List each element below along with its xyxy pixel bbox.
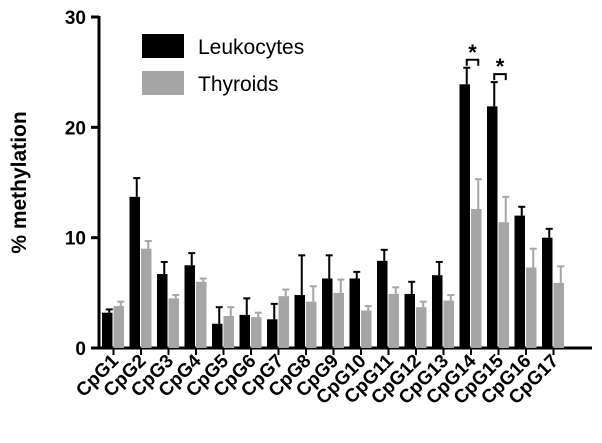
bar-thyroids-cpg17 — [553, 282, 564, 348]
bar-thyroids-cpg6 — [251, 317, 262, 348]
bar-leukocytes-cpg8 — [294, 295, 305, 348]
bar-thyroids-cpg8 — [306, 301, 317, 348]
legend-label-leukocytes: Leukocytes — [198, 36, 304, 59]
bar-leukocytes-cpg11 — [377, 260, 388, 348]
bar-thyroids-cpg9 — [333, 292, 344, 348]
y-tick-label: 0 — [75, 339, 86, 360]
bar-thyroids-cpg2 — [141, 248, 152, 348]
bar-leukocytes-cpg5 — [212, 323, 223, 348]
bar-leukocytes-cpg17 — [542, 237, 553, 348]
bar-thyroids-cpg13 — [443, 300, 454, 348]
bar-thyroids-cpg3 — [168, 298, 179, 348]
bar-thyroids-cpg10 — [361, 310, 372, 348]
bars — [102, 84, 564, 349]
legend-label-thyroids: Thyroids — [198, 73, 279, 96]
significance-annotations: ** — [465, 40, 507, 81]
bar-leukocytes-cpg12 — [404, 293, 415, 348]
y-axis-label: % methylation — [8, 111, 31, 253]
y-tick-label: 20 — [65, 118, 86, 139]
bar-thyroids-cpg4 — [196, 281, 207, 348]
bar-leukocytes-cpg14 — [459, 84, 470, 348]
significance-star: * — [468, 40, 477, 65]
bar-leukocytes-cpg10 — [349, 278, 360, 348]
bar-thyroids-cpg16 — [526, 267, 537, 348]
bar-thyroids-cpg1 — [113, 306, 124, 348]
legend-swatch-thyroids — [142, 71, 184, 95]
bar-leukocytes-cpg7 — [267, 319, 278, 348]
bar-leukocytes-cpg16 — [514, 215, 525, 348]
bar-leukocytes-cpg3 — [157, 274, 168, 348]
bar-thyroids-cpg12 — [416, 307, 427, 348]
significance-bracket — [465, 58, 480, 66]
bar-leukocytes-cpg9 — [322, 278, 333, 348]
significance-star: * — [496, 54, 505, 79]
bar-leukocytes-cpg15 — [487, 106, 498, 349]
bar-leukocytes-cpg4 — [184, 265, 195, 348]
bar-leukocytes-cpg2 — [129, 196, 140, 348]
axes: 0102030CpG1CpG2CpG3CpG4CpG5CpG6CpG7CpG8C… — [65, 8, 592, 409]
y-tick-label: 30 — [65, 8, 86, 29]
significance-bracket — [493, 73, 507, 81]
bar-thyroids-cpg7 — [278, 296, 289, 348]
bar-leukocytes-cpg6 — [239, 314, 250, 348]
bar-thyroids-cpg5 — [223, 316, 234, 348]
bar-leukocytes-cpg13 — [432, 275, 443, 348]
error-bars — [105, 66, 565, 324]
bar-leukocytes-cpg1 — [102, 312, 113, 348]
legend-swatch-leukocytes — [142, 34, 184, 58]
bar-thyroids-cpg15 — [498, 222, 509, 348]
y-tick-label: 10 — [65, 229, 86, 250]
legend: Leukocytes Thyroids — [142, 34, 304, 96]
bar-thyroids-cpg14 — [471, 208, 482, 348]
bar-thyroids-cpg11 — [388, 293, 399, 348]
